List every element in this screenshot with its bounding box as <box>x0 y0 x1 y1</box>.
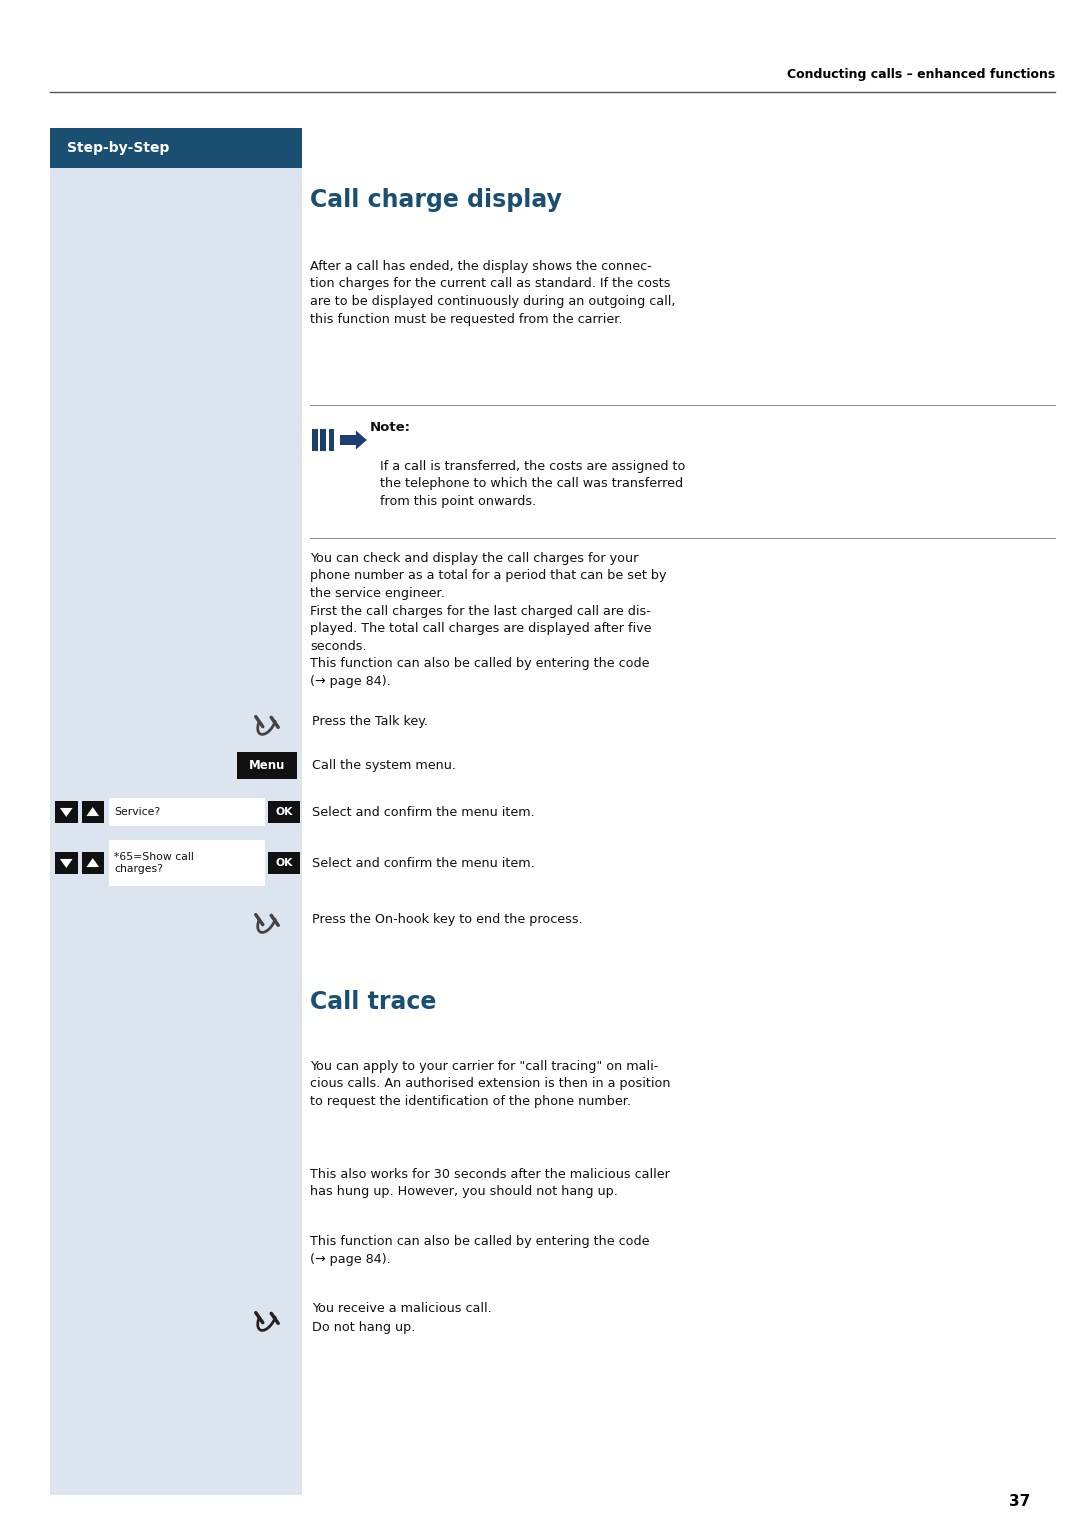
Text: Conducting calls – enhanced functions: Conducting calls – enhanced functions <box>786 67 1055 81</box>
Bar <box>55 852 78 875</box>
Text: You can apply to your carrier for "call tracing" on mali-
cious calls. An author: You can apply to your carrier for "call … <box>310 1060 671 1109</box>
Text: Step-by-Step: Step-by-Step <box>67 141 170 154</box>
Polygon shape <box>86 858 99 867</box>
Bar <box>321 430 326 451</box>
Text: This function can also be called by entering the code
(→ page 84).: This function can also be called by ente… <box>310 1235 649 1266</box>
Text: 37: 37 <box>1009 1494 1030 1509</box>
Bar <box>81 801 104 823</box>
Text: OK: OK <box>275 807 293 816</box>
Bar <box>50 128 302 1495</box>
Bar <box>109 798 265 826</box>
Text: Select and confirm the menu item.: Select and confirm the menu item. <box>312 856 535 870</box>
Bar <box>55 801 78 823</box>
Bar <box>268 801 300 823</box>
Text: You can check and display the call charges for your
phone number as a total for : You can check and display the call charg… <box>310 552 666 688</box>
Bar <box>340 436 356 445</box>
Bar <box>50 128 302 168</box>
Bar <box>81 852 104 875</box>
Text: If a call is transferred, the costs are assigned to
the telephone to which the c: If a call is transferred, the costs are … <box>380 460 686 508</box>
Text: Call trace: Call trace <box>310 989 436 1014</box>
Text: *65=Show call
charges?: *65=Show call charges? <box>114 852 194 875</box>
Bar <box>328 430 334 451</box>
Polygon shape <box>86 807 99 816</box>
Text: Call charge display: Call charge display <box>310 188 562 213</box>
Text: Select and confirm the menu item.: Select and confirm the menu item. <box>312 806 535 818</box>
Text: After a call has ended, the display shows the connec-
tion charges for the curre: After a call has ended, the display show… <box>310 260 675 326</box>
Bar <box>268 852 300 875</box>
Text: Note:: Note: <box>370 420 411 434</box>
Text: Menu: Menu <box>248 758 285 772</box>
Text: You receive a malicious call.
Do not hang up.: You receive a malicious call. Do not han… <box>312 1303 491 1333</box>
Text: Service?: Service? <box>114 807 160 816</box>
Bar <box>312 430 318 451</box>
Text: This also works for 30 seconds after the malicious caller
has hung up. However, : This also works for 30 seconds after the… <box>310 1168 670 1199</box>
Polygon shape <box>60 859 72 868</box>
Text: OK: OK <box>275 858 293 868</box>
Bar <box>237 751 297 778</box>
Text: Press the On-hook key to end the process.: Press the On-hook key to end the process… <box>312 913 583 927</box>
Bar <box>109 839 265 887</box>
Polygon shape <box>356 431 367 450</box>
Text: Call the system menu.: Call the system menu. <box>312 758 456 772</box>
Polygon shape <box>60 807 72 816</box>
Text: Press the Talk key.: Press the Talk key. <box>312 716 428 728</box>
